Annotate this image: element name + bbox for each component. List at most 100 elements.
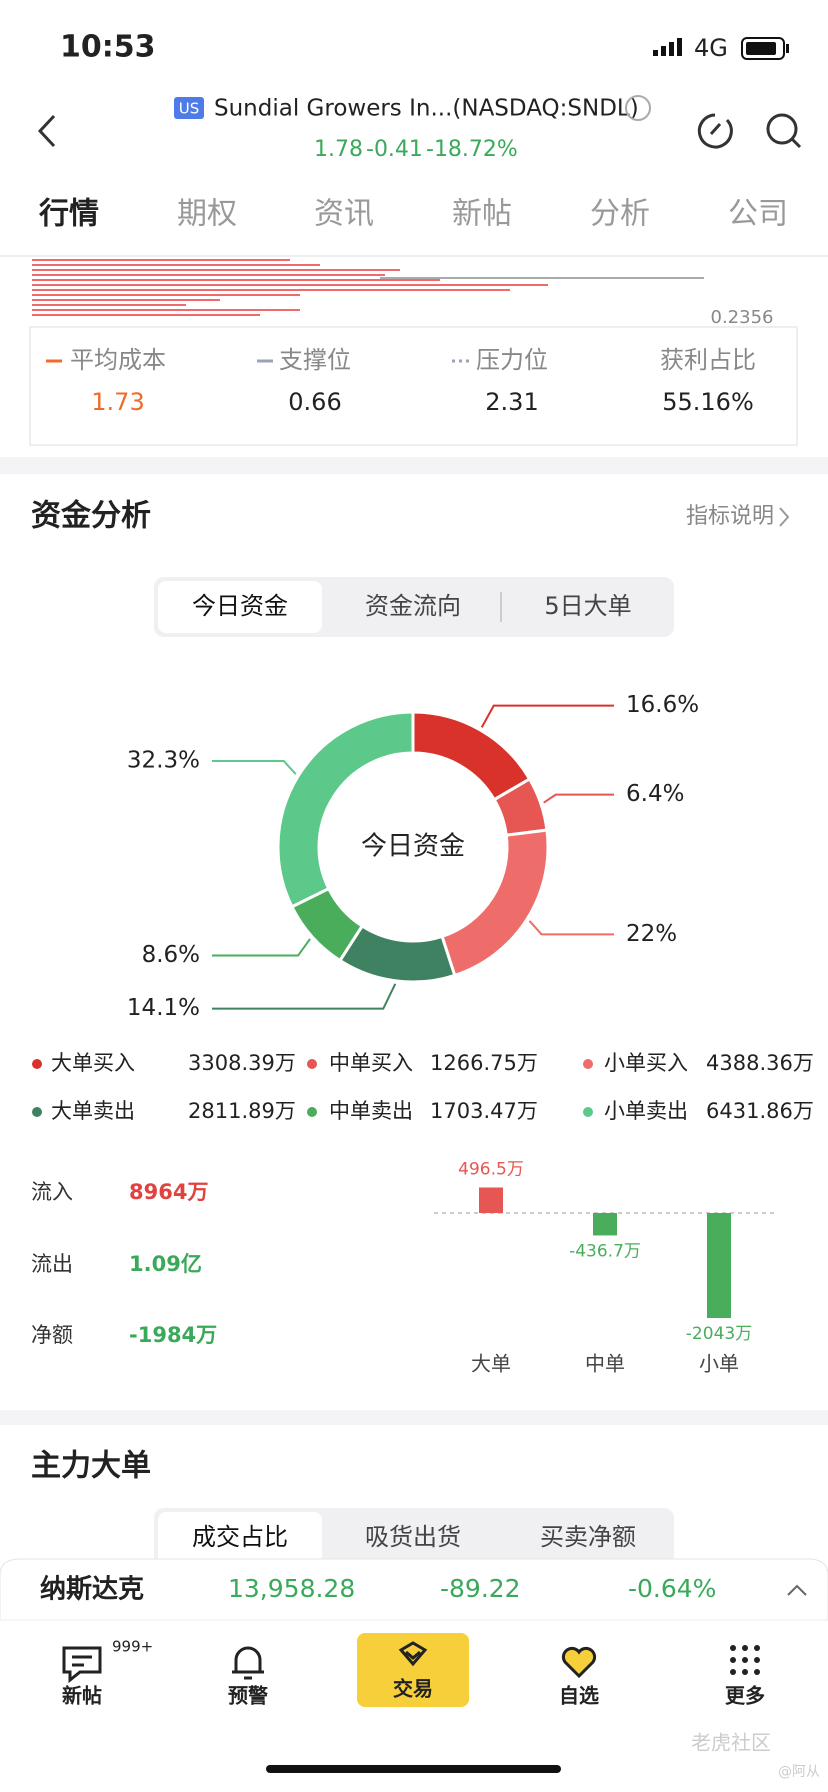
tab[interactable]: 新帖 <box>452 197 512 232</box>
segment[interactable]: 吸货出货 <box>365 1523 461 1551</box>
bar-value-label: -2043万 <box>686 1324 752 1344</box>
legend-amount: 6431.86万 <box>706 1099 814 1123</box>
bar-value-label: 496.5万 <box>458 1159 524 1179</box>
stat-label: 压力位 <box>476 346 548 374</box>
leader-line <box>480 704 614 728</box>
legend-name: 小单卖出 <box>604 1099 688 1123</box>
tab[interactable]: 公司 <box>728 197 788 232</box>
tab[interactable]: 行情 <box>38 197 99 232</box>
chip-price-label: 0.2356 <box>711 307 774 328</box>
quote-change-pct: -18.72% <box>426 137 518 162</box>
nav-items: 新帖 预警 交易 自选 更多 <box>62 1677 765 1708</box>
bar <box>707 1213 731 1319</box>
battery-icon <box>741 37 789 60</box>
stats-card <box>29 326 798 446</box>
status-time: 10:53 <box>60 30 156 65</box>
nav-item[interactable]: 新帖 <box>62 1684 102 1708</box>
help-link[interactable]: 指标说明 <box>686 504 774 529</box>
stat-label: 支撑位 <box>279 346 351 374</box>
refresh-button[interactable] <box>697 113 733 149</box>
donut-center-label: 今日资金 <box>361 832 465 862</box>
segment[interactable]: 5日大单 <box>544 592 631 620</box>
legend-amount: 4388.36万 <box>706 1051 814 1075</box>
nav-item[interactable]: 预警 <box>228 1684 268 1708</box>
help-link-arrow <box>779 507 790 527</box>
segment[interactable]: 买卖净额 <box>540 1523 636 1551</box>
legend-name: 大单买入 <box>51 1051 135 1075</box>
tab[interactable]: 分析 <box>590 197 650 232</box>
home-indicator <box>266 1765 561 1773</box>
donut-chart: 16.6% 6.4% 22% 14.1% 8.6% 32.3% <box>127 692 699 1021</box>
trade-button-bg <box>357 1633 469 1707</box>
total-label: 流出 <box>31 1252 73 1276</box>
stat-value: 2.31 <box>485 388 538 416</box>
section-gap <box>0 1410 828 1425</box>
ticker-change: -89.22 <box>440 1574 521 1603</box>
stat-value: 1.73 <box>91 388 144 416</box>
bar-category: 中单 <box>585 1352 625 1376</box>
chip-stats: 平均成本 1.73 支撑位 0.66 压力位 2.31 获利占比 55.16% <box>46 346 756 416</box>
status-network: 4G <box>694 34 728 62</box>
quote-price: 1.78 <box>314 137 363 162</box>
legend-amount: 1266.75万 <box>430 1051 538 1075</box>
leader-line <box>212 759 297 775</box>
more-icon <box>730 1645 760 1675</box>
section-gap <box>0 457 828 474</box>
bar-value-label: -436.7万 <box>569 1241 641 1261</box>
segment-selected <box>158 581 322 633</box>
slice-label: 6.4% <box>626 781 684 807</box>
watermark-brand: 老虎社区 <box>691 1731 771 1755</box>
legend-name: 中单买入 <box>329 1051 413 1075</box>
leader-line <box>528 920 614 936</box>
nav-item[interactable]: 更多 <box>725 1684 765 1708</box>
legend-dot <box>307 1059 317 1069</box>
watermark-user: @阿从 <box>778 1764 820 1780</box>
donut-slice <box>411 710 532 802</box>
segment[interactable]: 今日资金 <box>192 592 288 620</box>
segment[interactable]: 成交占比 <box>192 1523 288 1551</box>
leader-line <box>212 938 311 957</box>
legend-amount: 3308.39万 <box>188 1051 296 1075</box>
total-label: 流入 <box>31 1180 73 1204</box>
tab[interactable]: 资讯 <box>314 197 374 232</box>
tab[interactable]: 期权 <box>177 197 237 232</box>
back-button[interactable] <box>37 114 56 148</box>
search-button[interactable] <box>766 113 802 149</box>
leader-line <box>212 983 397 1010</box>
legend-dot <box>307 1107 317 1117</box>
bar <box>479 1187 503 1213</box>
nav-item[interactable]: 自选 <box>559 1684 599 1708</box>
leader-line <box>543 793 614 804</box>
tab-bar: 行情 期权 资讯 新帖 分析 公司 <box>38 197 788 232</box>
stat-value: 0.66 <box>288 388 341 416</box>
help-icon[interactable] <box>625 95 651 121</box>
ticker-expand[interactable] <box>787 1584 807 1596</box>
slice-label: 32.3% <box>127 747 200 773</box>
legend-dot <box>32 1107 42 1117</box>
chip-distribution <box>32 259 704 316</box>
total-value: 1.09亿 <box>129 1252 202 1276</box>
section-title: 资金分析 <box>31 499 151 534</box>
legend-dot <box>583 1107 593 1117</box>
section-title: 主力大单 <box>31 1449 151 1484</box>
total-value: 8964万 <box>129 1180 208 1204</box>
bar-category: 小单 <box>699 1352 739 1376</box>
ticker-name: 纳斯达克 <box>40 1574 144 1605</box>
legend: 大单买入 3308.39万 中单买入 1266.75万 小单买入 4388.36万大单卖出… <box>32 1051 814 1123</box>
market-badge: US <box>179 100 200 118</box>
slice-label: 22% <box>626 921 677 947</box>
ticker-price: 13,958.28 <box>228 1574 355 1603</box>
market-badge-bg <box>174 97 204 119</box>
donut-slice <box>276 710 415 909</box>
slice-label: 14.1% <box>127 995 200 1021</box>
nav-icons <box>62 1641 597 1684</box>
nav-item[interactable]: 交易 <box>393 1677 433 1701</box>
stat-label: 平均成本 <box>70 346 166 374</box>
nav-badge: 999+ <box>112 1638 153 1656</box>
segment[interactable]: 资金流向 <box>365 592 461 620</box>
legend-name: 中单卖出 <box>329 1099 413 1123</box>
legend-name: 大单卖出 <box>51 1099 135 1123</box>
signal-icon <box>653 38 682 56</box>
